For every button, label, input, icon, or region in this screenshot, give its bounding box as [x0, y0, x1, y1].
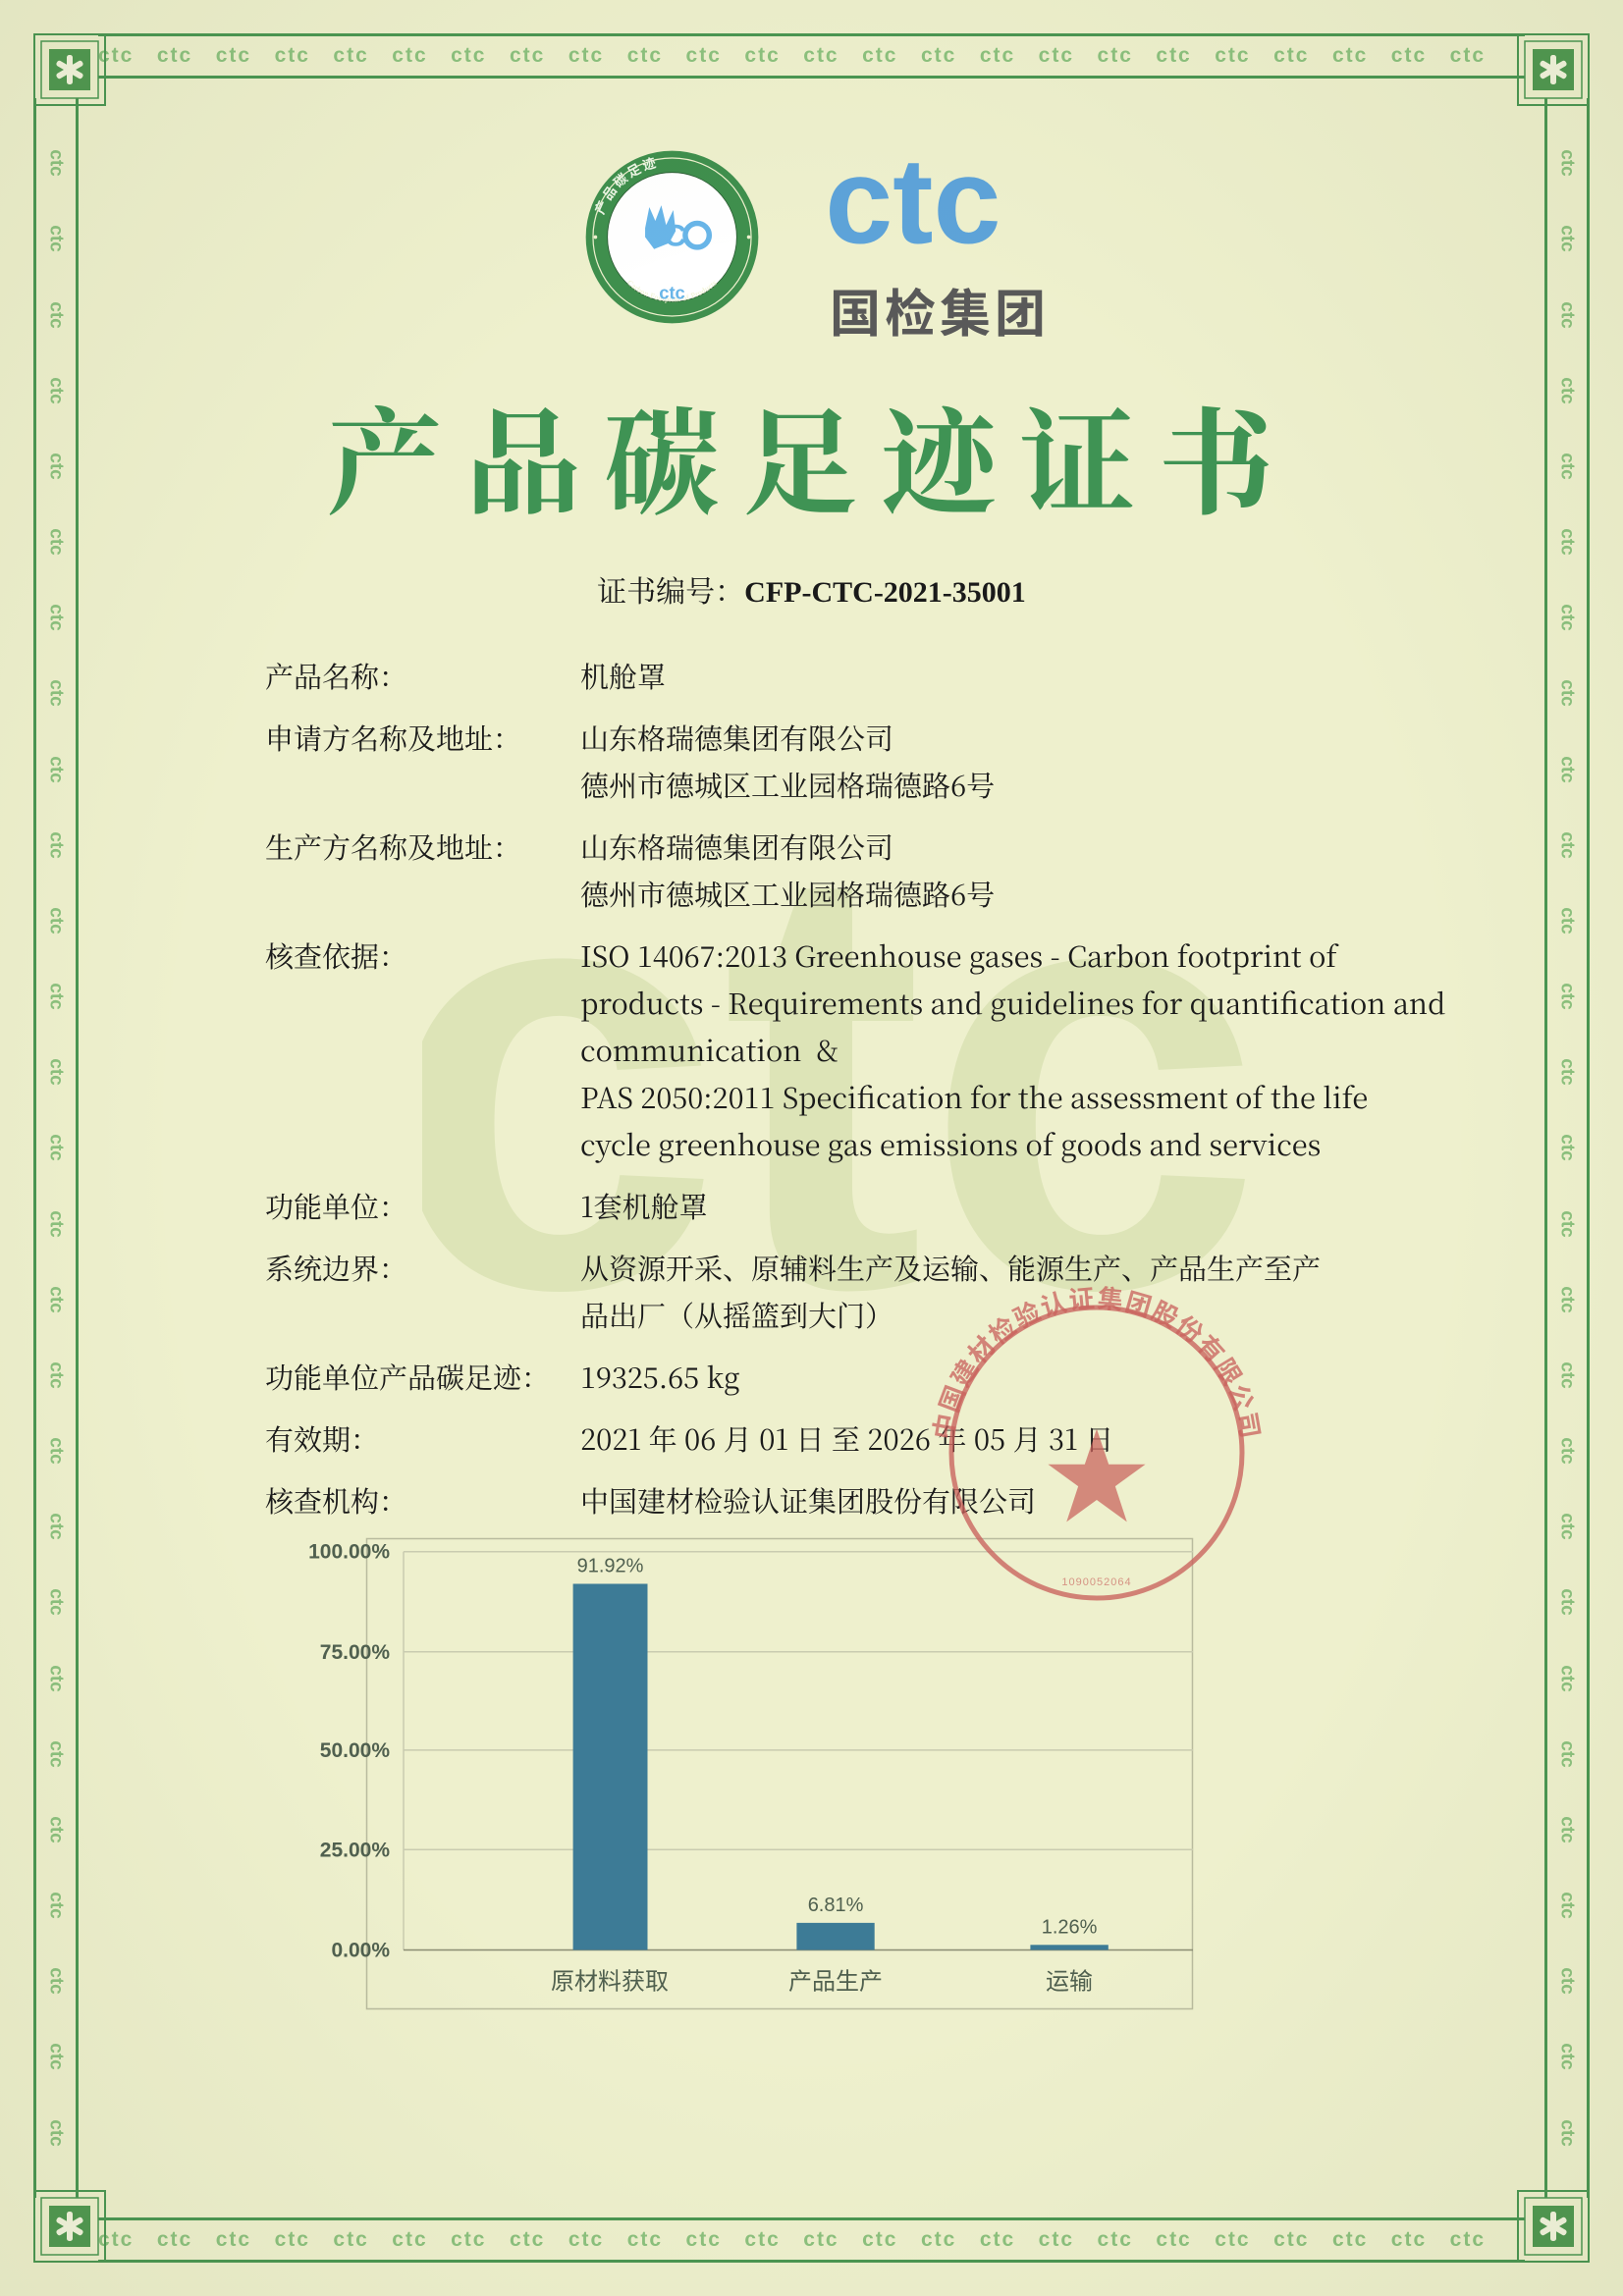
svg-text:1.26%: 1.26% — [1042, 1916, 1098, 1938]
svg-text:产品生产: 产品生产 — [788, 1962, 883, 1997]
svg-text:ctc: ctc — [830, 142, 1001, 260]
svg-text:原材料获取: 原材料获取 — [551, 1962, 669, 1997]
svg-text:运输: 运输 — [1046, 1962, 1093, 1997]
svg-text:1090052064: 1090052064 — [1061, 1576, 1131, 1588]
svg-text:100.00%: 100.00% — [308, 1541, 390, 1564]
svg-text:ctc: ctc — [659, 282, 684, 302]
svg-text:0.00%: 0.00% — [331, 1940, 390, 1962]
svg-text:91.92%: 91.92% — [577, 1555, 644, 1576]
svg-text:25.00%: 25.00% — [320, 1839, 391, 1861]
svg-text:6.81%: 6.81% — [808, 1895, 864, 1916]
svg-text:50.00%: 50.00% — [320, 1739, 391, 1762]
svg-text:75.00%: 75.00% — [320, 1641, 391, 1664]
svg-text:中国建材检验认证集团股份有限公司: 中国建材检验认证集团股份有限公司 — [930, 1286, 1264, 1442]
